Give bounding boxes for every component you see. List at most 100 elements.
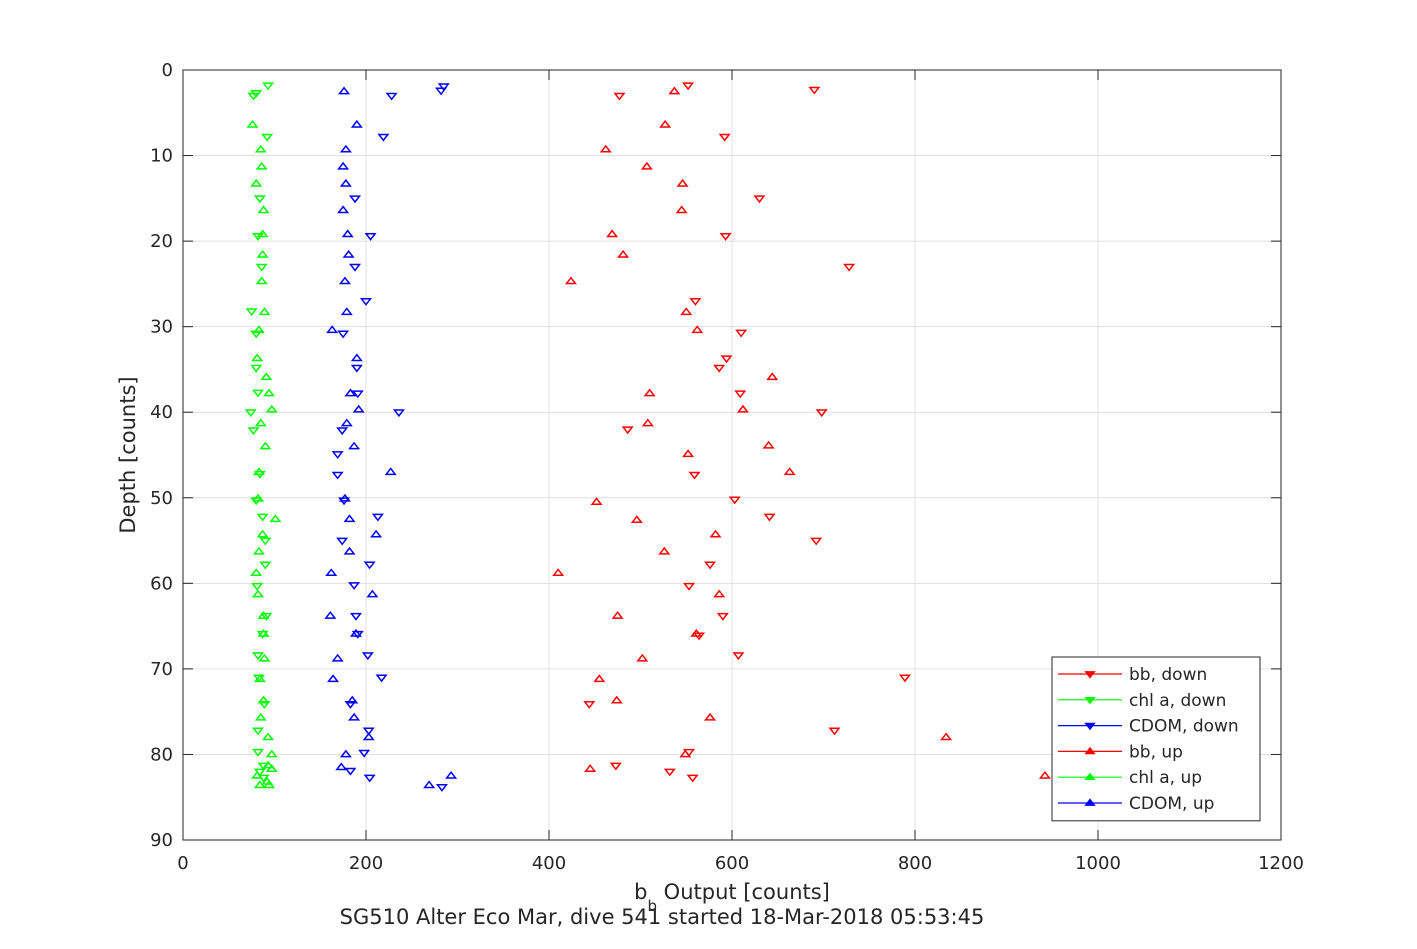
data-point	[363, 561, 376, 570]
data-point	[675, 205, 688, 214]
series-4	[246, 119, 282, 789]
data-point	[262, 388, 276, 397]
data-point	[262, 780, 276, 789]
data-point	[766, 372, 779, 381]
data-point	[621, 426, 634, 435]
data-point	[252, 727, 265, 736]
data-point	[351, 390, 364, 399]
data-point	[335, 762, 348, 771]
data-point	[362, 727, 375, 736]
legend-marker	[1084, 798, 1096, 806]
data-point	[686, 774, 699, 783]
data-point	[336, 537, 349, 546]
data-point	[331, 451, 344, 460]
data-point	[265, 764, 278, 772]
data-point	[338, 276, 351, 285]
data-point	[762, 440, 775, 449]
data-point	[269, 514, 282, 523]
data-point	[350, 364, 363, 373]
legend-item: bb, up	[1058, 742, 1183, 762]
x-axis-label: bb Output [counts]	[634, 880, 830, 915]
data-point	[252, 748, 265, 757]
legend-box	[1051, 656, 1261, 822]
data-point	[718, 133, 731, 142]
data-point	[676, 178, 689, 187]
legend-label: CDOM, down	[1129, 717, 1239, 737]
data-point	[250, 568, 263, 577]
data-point	[244, 409, 257, 418]
data-point	[252, 389, 265, 398]
data-point	[258, 700, 271, 709]
data-point	[689, 298, 702, 306]
x-tick-label: 200	[349, 853, 383, 874]
data-point	[384, 467, 397, 476]
data-point	[348, 582, 361, 590]
data-point	[735, 329, 748, 338]
data-point	[371, 513, 384, 522]
y-tick-label: 20	[150, 231, 173, 252]
data-point	[257, 205, 270, 214]
data-point	[252, 546, 265, 555]
data-point	[327, 674, 340, 683]
series-5	[324, 86, 458, 789]
data-point	[734, 390, 747, 399]
data-point	[348, 712, 361, 721]
data-point	[843, 263, 856, 272]
data-point	[552, 568, 565, 577]
legend-label: chl a, down	[1129, 691, 1226, 711]
data-point	[370, 529, 383, 538]
legend-item: chl a, down	[1058, 691, 1226, 711]
data-point	[392, 409, 405, 418]
data-point	[590, 497, 603, 506]
data-point	[349, 195, 362, 204]
data-point	[255, 276, 268, 285]
data-point	[340, 307, 353, 316]
data-point	[350, 119, 363, 128]
data-point	[331, 653, 344, 662]
data-point	[259, 561, 272, 570]
data-point	[716, 612, 729, 621]
data-point	[252, 652, 265, 661]
data-point	[346, 695, 359, 704]
legend-item: CDOM, down	[1058, 717, 1239, 737]
y-tick-label: 90	[150, 830, 173, 851]
data-point	[250, 330, 263, 339]
data-point	[250, 364, 263, 373]
data-point	[262, 82, 275, 91]
data-point	[583, 700, 596, 709]
x-tick-label: 1000	[1075, 853, 1121, 874]
legend-marker	[1084, 722, 1096, 731]
data-point	[435, 87, 448, 96]
data-point	[257, 610, 270, 619]
data-point	[340, 418, 353, 427]
x-axis-label-main: b	[634, 880, 647, 904]
data-point	[260, 612, 273, 621]
data-point	[265, 404, 278, 413]
data-point	[753, 195, 766, 204]
data-point	[352, 404, 365, 413]
data-point	[246, 119, 259, 128]
data-point	[437, 83, 450, 92]
data-point	[713, 589, 726, 598]
data-point	[339, 178, 352, 187]
data-point	[256, 529, 269, 538]
data-point	[251, 582, 264, 591]
data-point	[435, 783, 448, 792]
data-point	[342, 249, 355, 258]
data-point	[258, 653, 271, 662]
data-point	[325, 568, 338, 577]
data-point	[704, 561, 717, 570]
data-point	[606, 229, 619, 238]
data-point	[898, 674, 911, 683]
data-point	[445, 770, 458, 779]
x-tick-label: 600	[715, 853, 749, 874]
data-point	[720, 355, 733, 364]
data-point	[256, 513, 269, 522]
data-point	[808, 86, 821, 95]
data-point	[691, 325, 704, 334]
data-point	[247, 427, 260, 436]
data-point	[599, 144, 612, 153]
data-point	[713, 364, 726, 373]
data-point	[682, 449, 695, 458]
